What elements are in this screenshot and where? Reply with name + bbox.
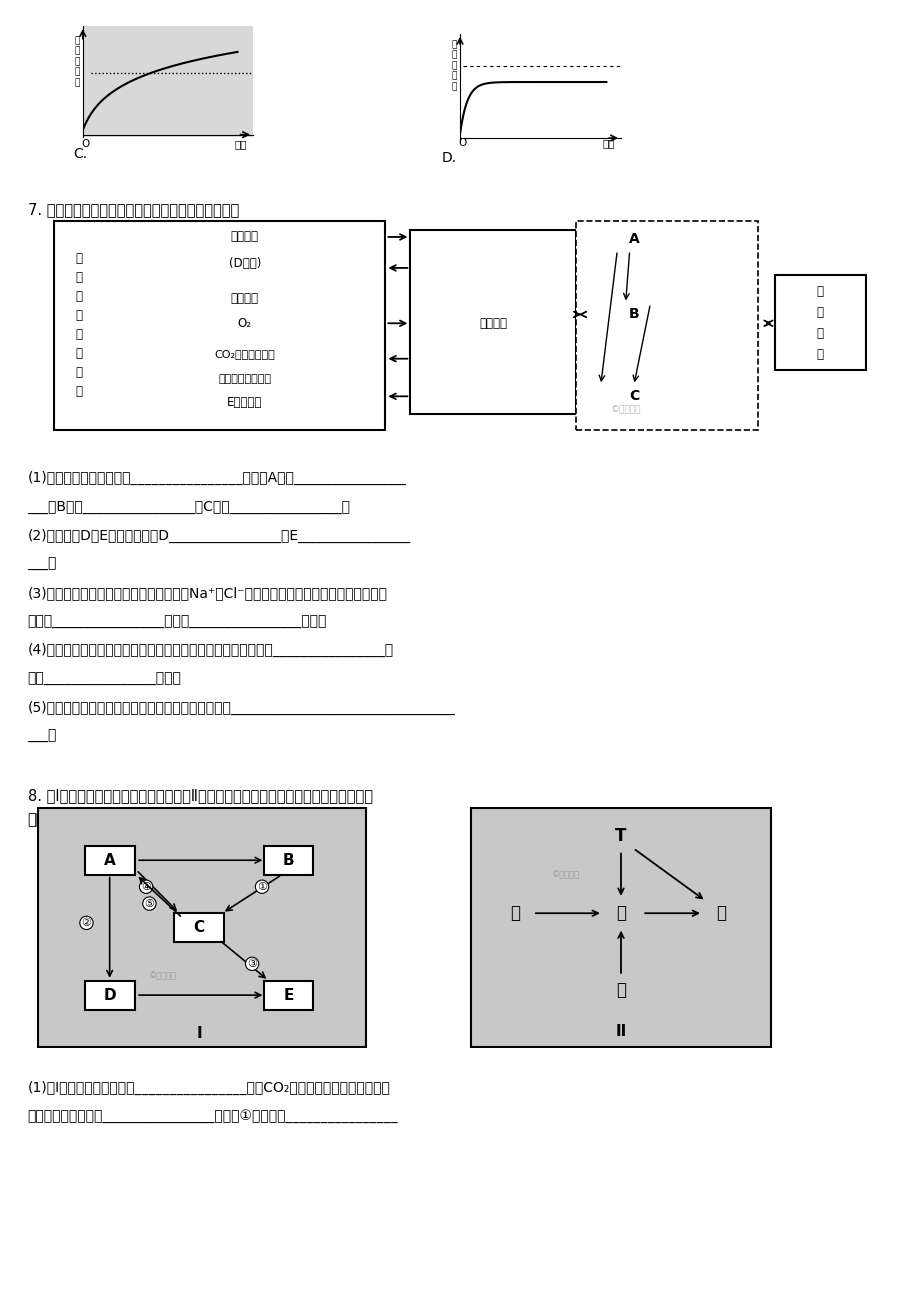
Text: C: C [193,921,204,935]
Text: 要经过________________系统、________________系统。: 要经过________________系统、________________系统… [28,615,326,629]
Text: ⑤: ⑤ [144,898,154,909]
Text: 时间: 时间 [602,138,615,148]
Bar [264,846,313,875]
Text: (1)图中虚线内物质总称为________________，其中A代表________________: (1)图中虚线内物质总称为________________，其中A代表_____… [28,471,406,486]
Text: E（系统）: E（系统） [227,397,262,409]
Text: D.: D. [441,151,456,165]
Text: O: O [81,139,89,148]
Text: 尿素、尿酸、水等: 尿素、尿酸、水等 [218,374,271,384]
Text: ①: ① [256,881,267,892]
Text: 时间: 时间 [234,139,246,148]
Bar [774,275,865,370]
Text: 甲: 甲 [616,982,625,1000]
Text: 乙: 乙 [509,904,519,922]
Bar [575,221,757,430]
Text: T: T [615,827,626,845]
Bar [264,980,313,1009]
Text: 8. 图Ⅰ为某生态系统的碳循环示意图，图Ⅱ为该生态系统中部分生物构成的食物网，回答
下列有关的问题。: 8. 图Ⅰ为某生态系统的碳循环示意图，图Ⅱ为该生态系统中部分生物构成的食物网，回… [28,788,372,827]
Text: 统、________________系统。: 统、________________系统。 [28,672,181,686]
Text: C: C [628,389,639,404]
Text: 关的生理活动主要是________________。其中①过程表示________________: 关的生理活动主要是________________。其中①过程表示_______… [28,1109,398,1124]
Text: (1)图Ⅰ中构成生物群落的是________________，与CO₂从无机环境进入生物群落有: (1)图Ⅰ中构成生物群落的是________________，与CO₂从无机环境… [28,1081,390,1095]
Text: (D系统): (D系统) [228,256,261,270]
Bar [85,846,134,875]
Text: 外
界
环
境
中
的
物
质: 外 界 环 境 中 的 物 质 [75,253,83,398]
Text: 血液循环: 血液循环 [479,316,506,329]
Text: ©正确教育: ©正确教育 [551,870,580,879]
Text: D: D [103,988,116,1003]
Text: 细
胞
内
液: 细 胞 内 液 [816,285,823,361]
Text: ©正确教育: ©正确教育 [609,405,641,414]
Text: (3)从图中可以看出，维持内环境渗透压的Na⁺和Cl⁻以及葡萄糖、氨基酸等物质进入内环境: (3)从图中可以看出，维持内环境渗透压的Na⁺和Cl⁻以及葡萄糖、氨基酸等物质进… [28,586,387,600]
Text: ③: ③ [247,958,256,969]
Text: 食物残渣: 食物残渣 [231,293,258,306]
Text: ___，B代表________________，C代表________________。: ___，B代表________________，C代表_____________… [28,500,350,514]
Text: B: B [282,853,294,867]
Text: C.: C. [74,147,87,161]
Text: I: I [196,1026,201,1042]
Text: (4)体内细胞产生的代谢废物如尿素等，从内环境排出体外要经过________________系: (4)体内细胞产生的代谢废物如尿素等，从内环境排出体外要经过__________… [28,643,393,658]
Text: ___。: ___。 [28,729,57,743]
Text: O₂: O₂ [237,316,252,329]
Text: ④: ④ [141,881,151,892]
Text: ___。: ___。 [28,557,57,572]
Bar [54,221,385,430]
Text: B: B [628,307,639,322]
Text: (5)组织细胞内酶促反应的正常进行需要的外界条件是________________________________: (5)组织细胞内酶促反应的正常进行需要的外界条件是_______________… [28,700,455,715]
Text: 丙: 丙 [616,904,625,922]
Text: 戊: 戊 [715,904,725,922]
Text: O: O [458,138,466,148]
Text: (2)填写图中D、E系统的名称：D________________；E________________: (2)填写图中D、E系统的名称：D________________；E_____… [28,529,410,543]
Text: 7. 如图是高等动物体内细胞与外界进行的物质交换。: 7. 如图是高等动物体内细胞与外界进行的物质交换。 [28,202,239,217]
Bar [174,913,223,943]
Text: A: A [104,853,116,867]
Text: II: II [615,1023,626,1039]
Text: ②: ② [82,918,91,928]
Text: E: E [283,988,293,1003]
Text: 生
长
素
浓
度: 生 长 素 浓 度 [74,36,80,87]
Bar [85,980,134,1009]
Bar [410,230,575,414]
Text: 营养物质: 营养物质 [231,230,258,243]
Text: ©正确教育: ©正确教育 [148,971,176,980]
Text: 生
长
素
浓
度: 生 长 素 浓 度 [451,40,457,91]
Text: A: A [628,232,639,246]
Text: CO₂（呼吸系统）: CO₂（呼吸系统） [214,349,275,359]
